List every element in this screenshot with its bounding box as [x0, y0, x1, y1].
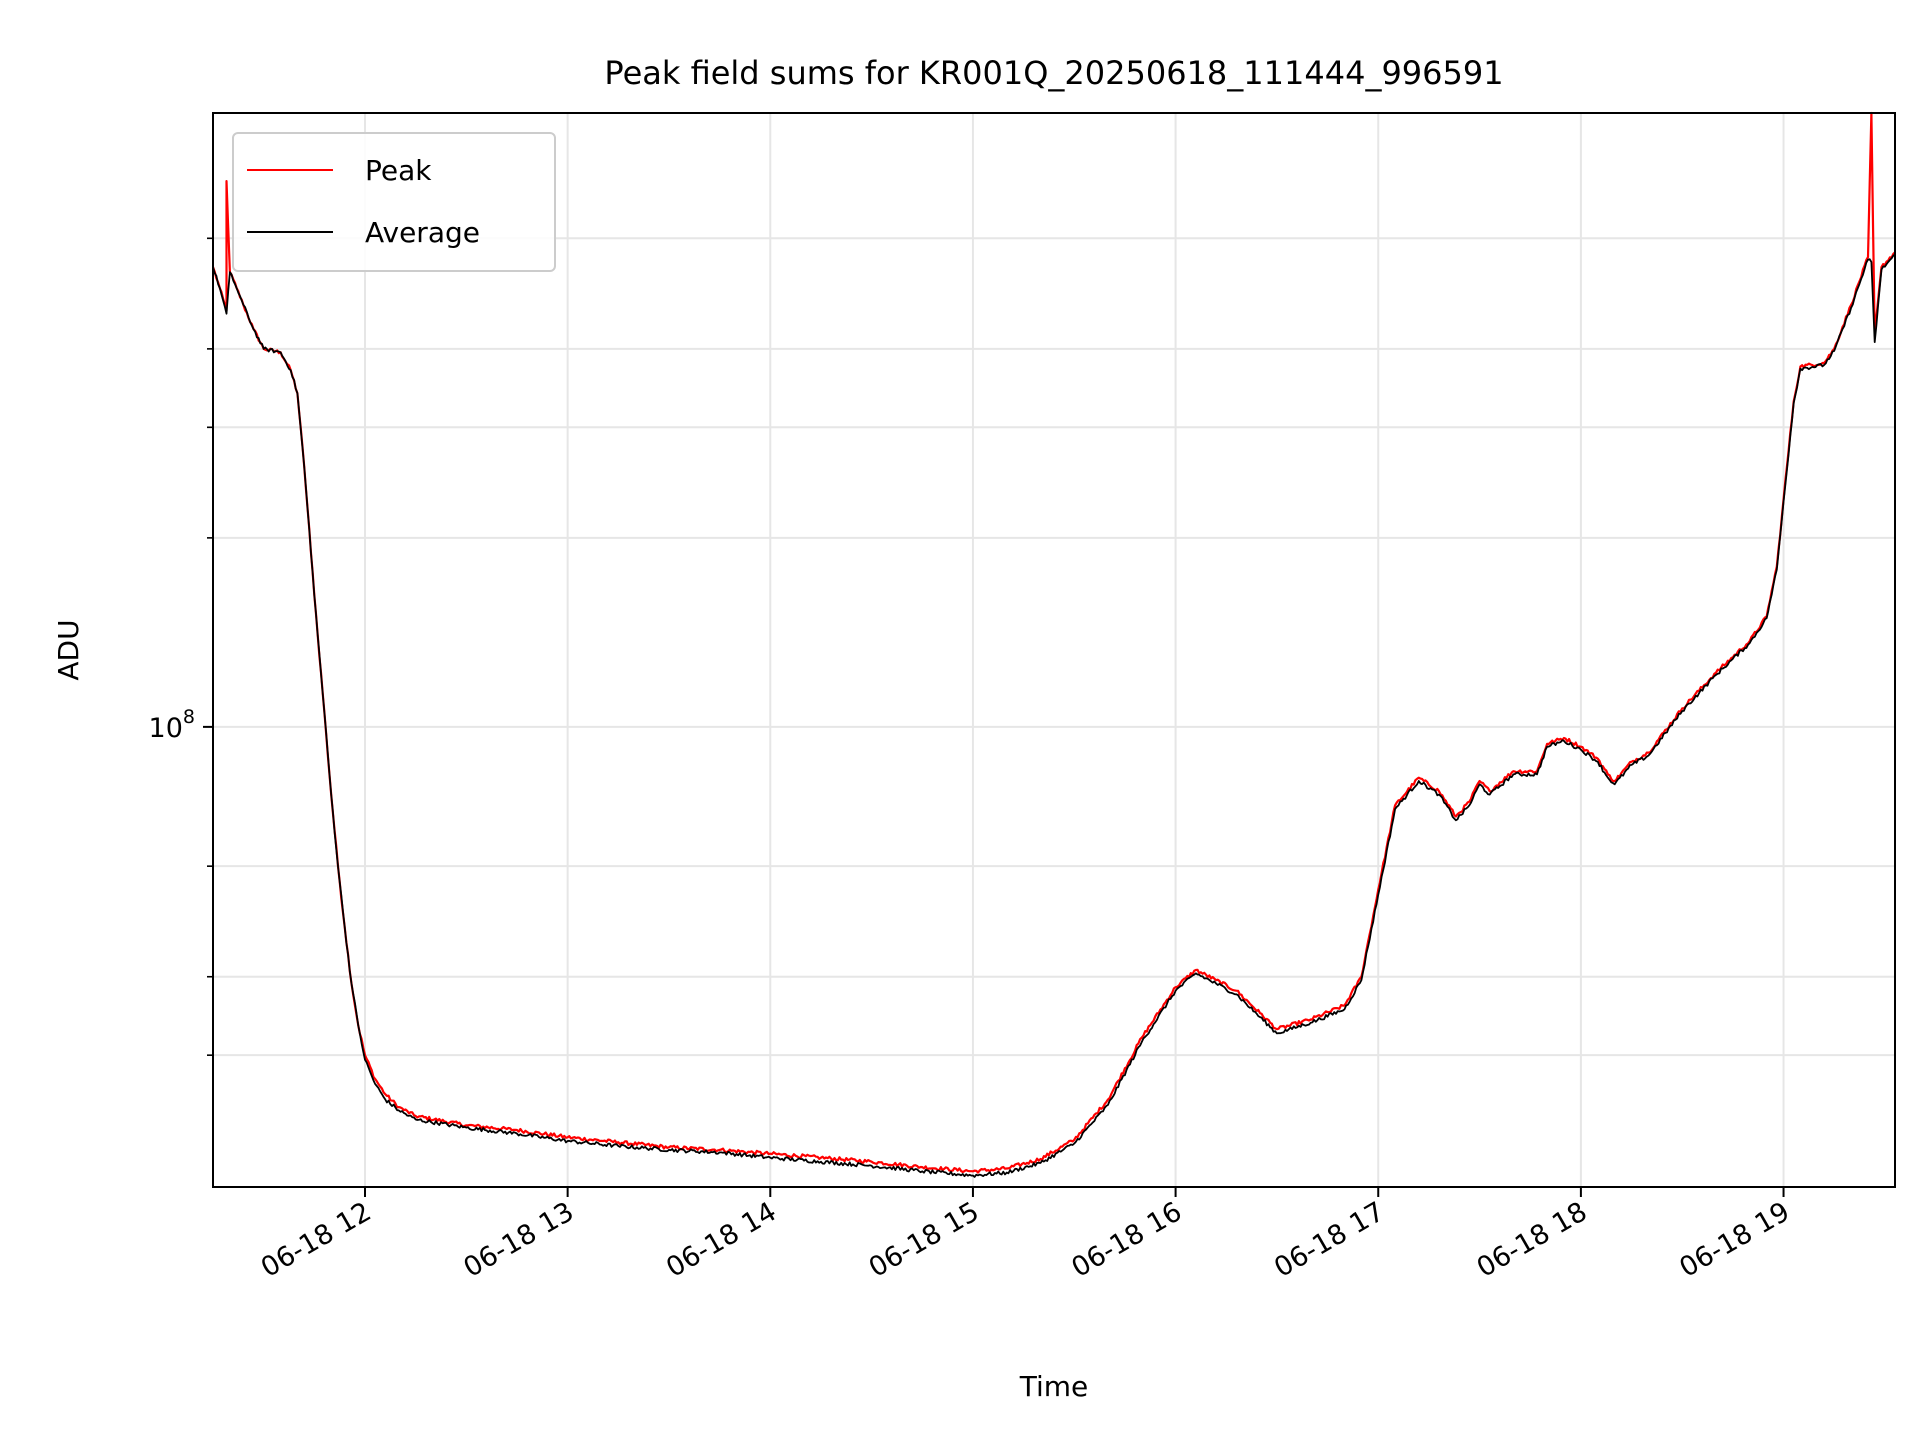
series-average-line [212, 253, 1896, 1178]
series-peak-line [211, 111, 1896, 1174]
y-tick-label: 108 [149, 706, 195, 744]
legend: Peak Average [232, 132, 556, 272]
x-tick-label: 06-18 15 [864, 1196, 985, 1284]
x-tick-label: 06-18 14 [661, 1196, 782, 1284]
x-tick-label: 06-18 19 [1674, 1196, 1795, 1284]
x-tick-label: 06-18 18 [1472, 1196, 1593, 1284]
y-axis: 108 [149, 237, 213, 1056]
plot-area [212, 112, 1896, 1188]
x-axis-label: Time [1019, 1370, 1089, 1403]
x-tick-label: 06-18 17 [1269, 1196, 1390, 1284]
y-axis-label: ADU [52, 619, 85, 680]
grid [213, 113, 1895, 1187]
legend-box [232, 132, 556, 272]
x-tick-label: 06-18 13 [458, 1196, 579, 1284]
x-axis: 06-18 12 06-18 13 06-18 14 06-18 15 06-18 16… [256, 1187, 1795, 1284]
series-layer [211, 111, 1896, 1178]
legend-label-peak: Peak [365, 154, 432, 187]
legend-label-average: Average [365, 216, 480, 249]
x-tick-label: 06-18 12 [256, 1196, 377, 1284]
x-tick-label: 06-18 16 [1066, 1196, 1187, 1284]
chart-title: Peak field sums for KR001Q_20250618_1114… [604, 54, 1503, 92]
